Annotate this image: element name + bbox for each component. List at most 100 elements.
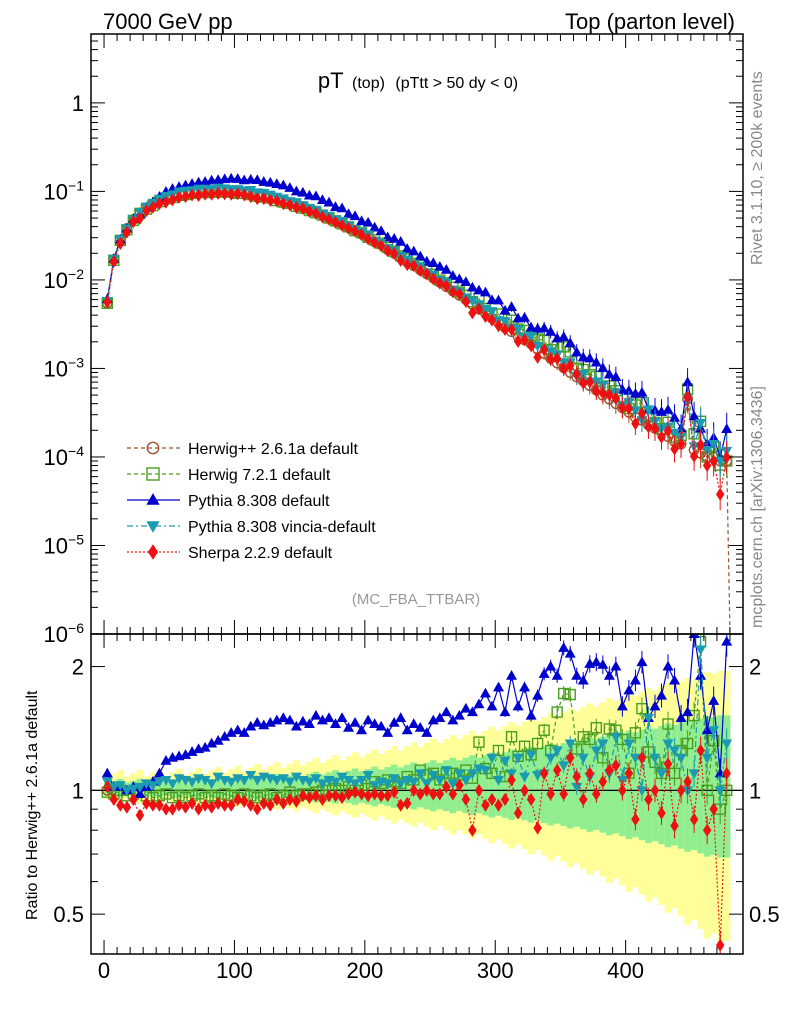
ratio-point [109, 793, 119, 807]
main-y-tick-label: 10−5 [44, 531, 85, 558]
ratio-point [337, 791, 347, 805]
mc-syst-band [280, 777, 288, 799]
main-point [148, 200, 158, 214]
ratio-point [611, 758, 621, 772]
mc-syst-band [364, 768, 372, 805]
ratio-point [284, 777, 296, 788]
main-point [552, 352, 562, 366]
ratio-point [388, 774, 400, 785]
main-point [493, 294, 504, 305]
ratio-point [460, 775, 472, 786]
ratio-point [416, 787, 425, 801]
ratio-point [108, 782, 120, 793]
ratio-point [507, 773, 516, 787]
ratio-point [382, 779, 394, 790]
legend-label: Pythia 8.308 default [188, 493, 330, 510]
x-tick-label: 100 [216, 958, 253, 983]
mc-syst-band [527, 746, 535, 823]
ratio-point [571, 669, 583, 680]
ratio-point [206, 737, 218, 748]
ratio-point [238, 775, 250, 786]
ratio-point [408, 718, 420, 728]
ratio-point [631, 812, 640, 826]
ratio-point [624, 766, 634, 780]
main-point [598, 386, 608, 400]
ratio-point [350, 785, 360, 799]
ratio-point [668, 767, 681, 780]
ratio-point [343, 721, 355, 732]
main-point [233, 187, 242, 201]
mc-syst-band [188, 779, 196, 798]
ratio-point [297, 715, 309, 726]
ratio-point [194, 802, 203, 816]
ratio-point [669, 746, 681, 757]
mc-syst-band [645, 727, 653, 843]
main-point [187, 188, 197, 202]
main-point [526, 339, 536, 353]
main-title: pT (top) (pTtt > 50 dy < 0) [318, 68, 518, 93]
ratio-point [395, 779, 407, 790]
ratio-series [101, 634, 733, 798]
ratio-point [290, 772, 302, 783]
ratio-point [251, 717, 263, 727]
main-point [709, 454, 718, 468]
ratio-point [258, 719, 270, 730]
ratio-point [689, 812, 699, 826]
ratio-point [577, 753, 589, 764]
ratio-point [292, 794, 301, 808]
ratio-point [408, 777, 420, 788]
ratio-point [135, 808, 145, 822]
ratio-point [701, 753, 713, 764]
ratio-point [585, 766, 595, 780]
ratio-point [331, 789, 340, 803]
main-point [571, 346, 583, 357]
ratio-point [545, 753, 557, 764]
main-series [103, 186, 731, 511]
ratio-point [512, 700, 524, 711]
ratio-point [709, 802, 718, 816]
ratio-point [533, 821, 542, 835]
main-point [174, 190, 184, 204]
ratio-point [564, 647, 576, 658]
ratio-point [447, 714, 459, 725]
main-y-tick-label: 10−1 [44, 177, 85, 204]
ratio-point [349, 779, 361, 790]
ratio-point [486, 753, 498, 764]
main-point [624, 402, 634, 416]
ratio-point [461, 793, 471, 807]
ratio-point [623, 739, 635, 750]
ratio-point [344, 787, 353, 801]
main-point [305, 204, 314, 218]
main-point [669, 411, 681, 422]
main-point [356, 215, 368, 226]
main-point [670, 442, 679, 456]
ratio-point [662, 718, 674, 730]
ratio-point [207, 800, 216, 814]
ratio-point [153, 767, 165, 778]
mc-syst-band [632, 732, 640, 838]
main-point [468, 306, 477, 320]
ratio-point [447, 779, 459, 790]
main-point [226, 187, 236, 201]
ratio-point [266, 798, 275, 812]
ratio-point [206, 779, 218, 790]
ratio-point [473, 698, 485, 709]
ratio-point [181, 800, 190, 814]
main-point [402, 258, 412, 272]
ratio-point [525, 709, 537, 720]
ratio-point [246, 798, 255, 812]
ratio-y-tick-label: 2 [72, 655, 84, 680]
ratio-point [383, 789, 392, 803]
ratio-point [571, 782, 583, 793]
mc-syst-band [214, 777, 222, 799]
ratio-point [518, 740, 531, 752]
main-point [414, 250, 426, 261]
ratio-series [101, 635, 733, 806]
mc-syst-band [547, 743, 555, 826]
ratio-point [708, 695, 720, 705]
main-point [695, 418, 707, 429]
ratio-point [233, 793, 242, 807]
ratio-point [153, 777, 165, 788]
main-point [512, 325, 524, 336]
main-point [311, 207, 321, 221]
